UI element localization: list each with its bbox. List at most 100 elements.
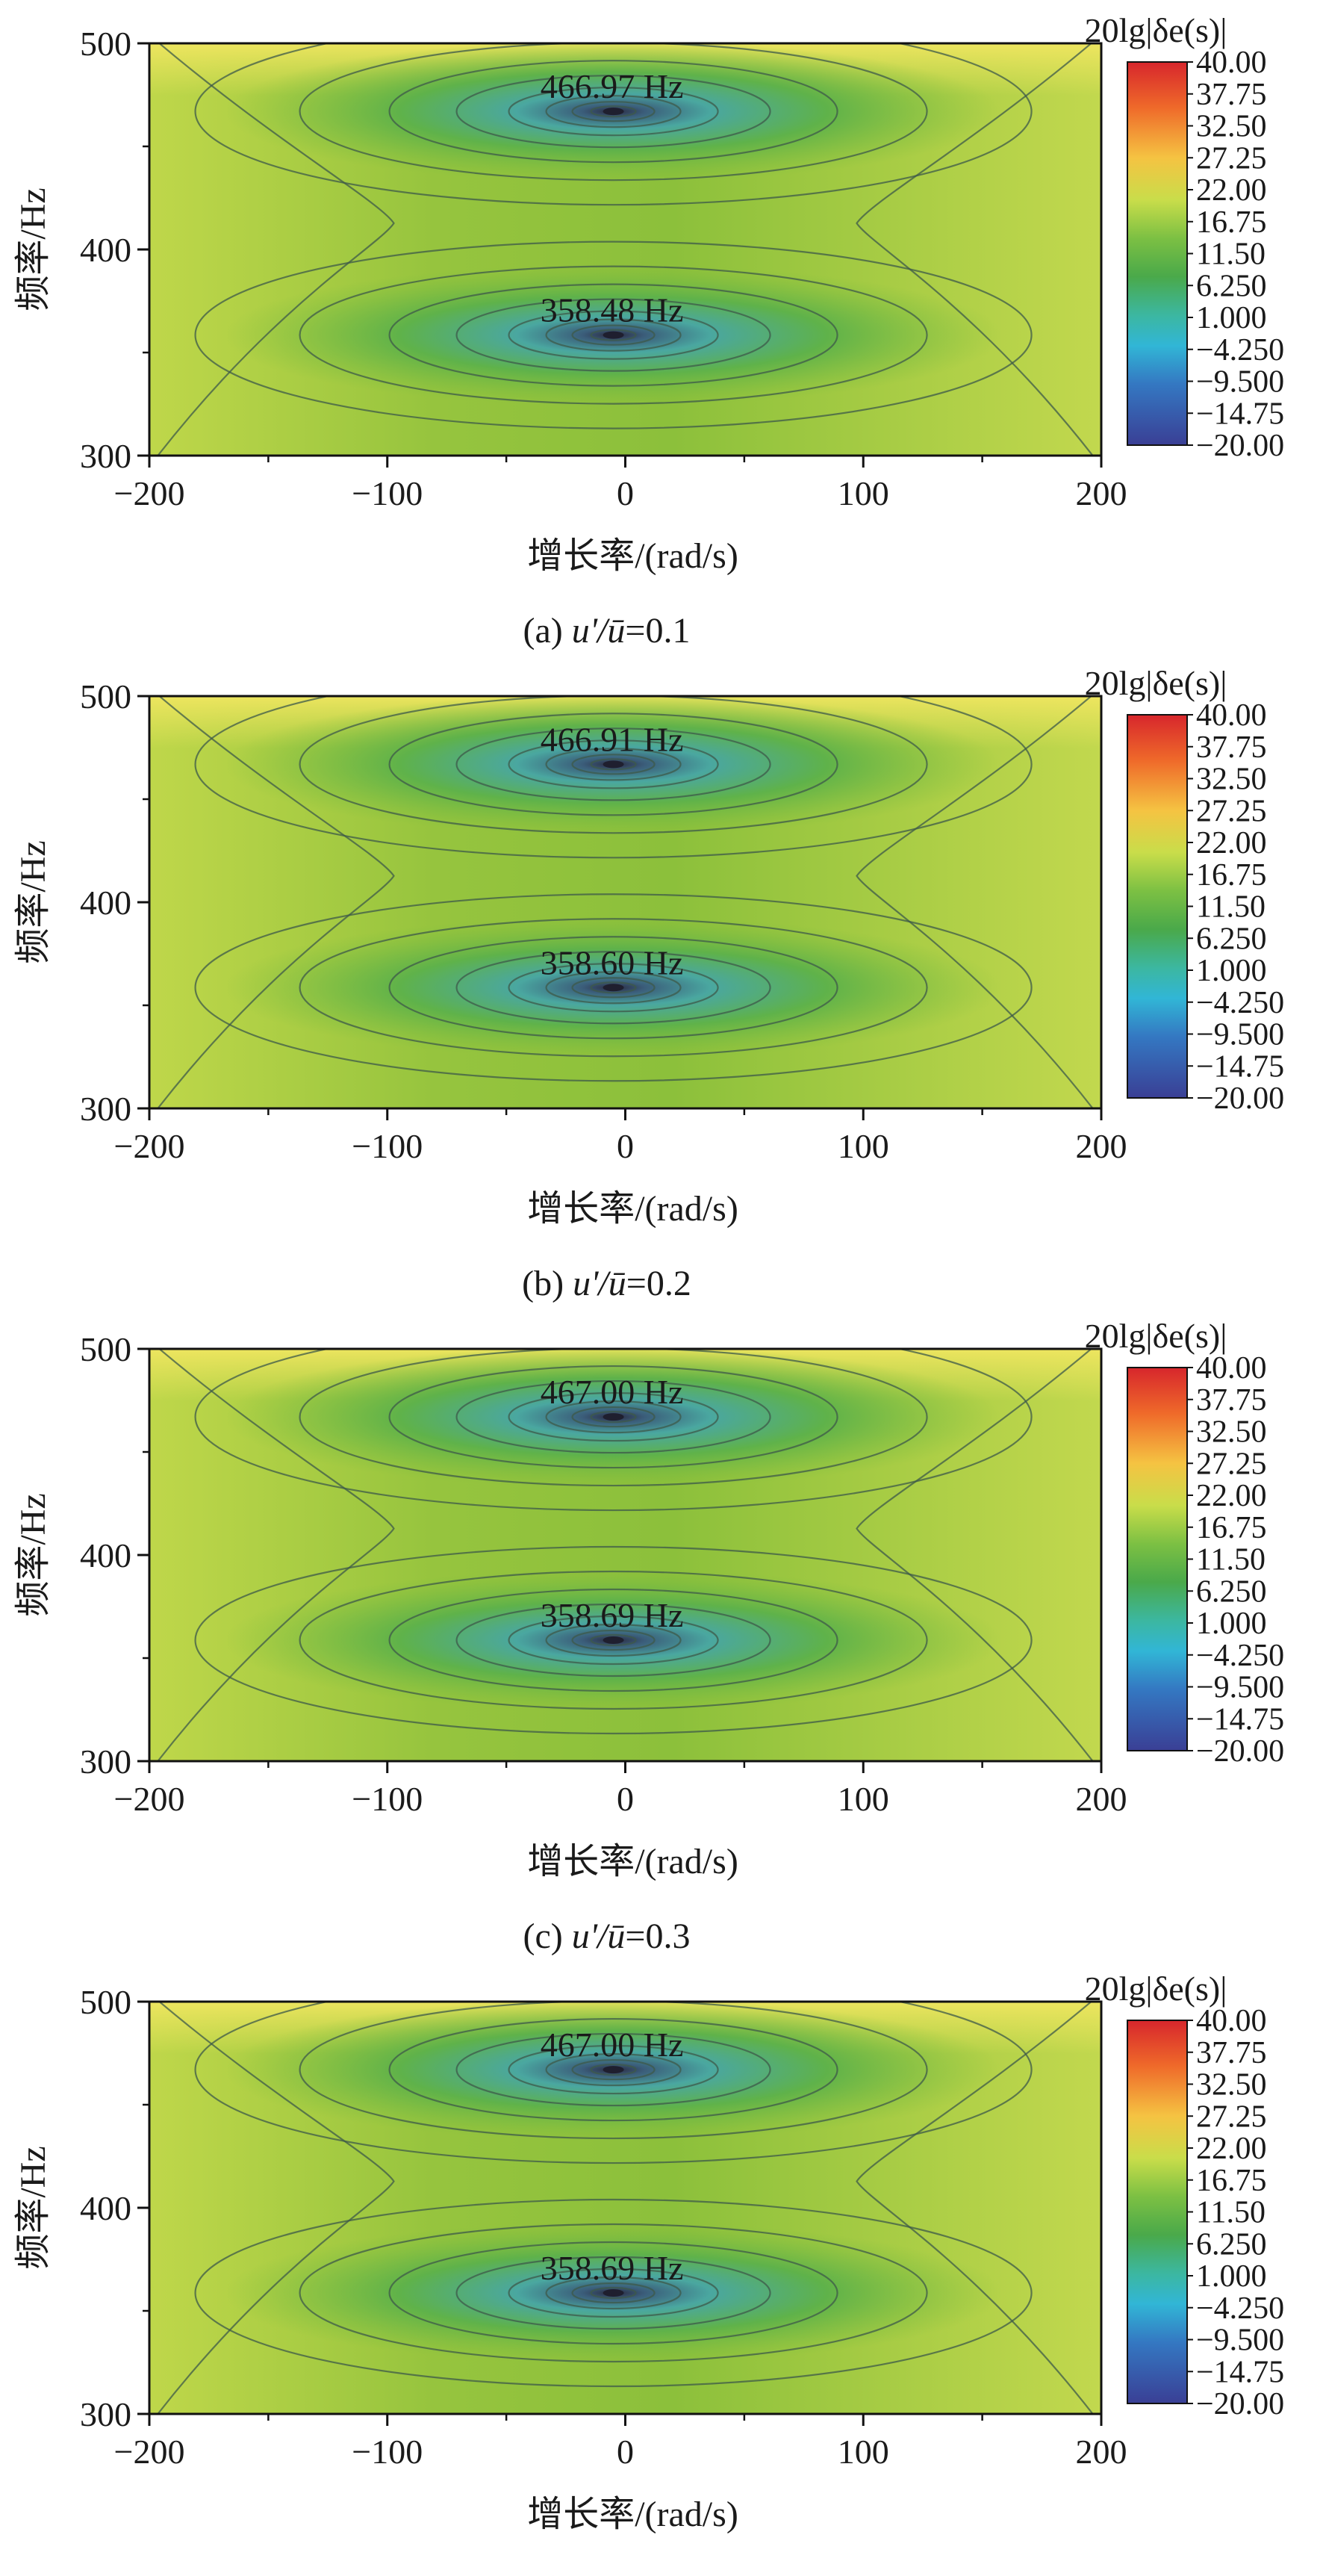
contour-line bbox=[388, 60, 838, 164]
y-axis-label: 频率/Hz bbox=[13, 2146, 53, 2269]
panel-caption: (c) u'/ū=0.3 bbox=[523, 1917, 691, 1956]
peak-label-1: 467.00 Hz bbox=[541, 2026, 684, 2064]
chart-panel-c: 467.00 Hz 358.69 Hz −200 −100 0 100 200 500 400 3… bbox=[13, 1317, 1284, 1956]
colorbar-tick-label: 11.50 bbox=[1196, 238, 1266, 272]
colorbar-tick-label: 37.75 bbox=[1196, 730, 1267, 765]
contour-line bbox=[194, 43, 1033, 206]
colorbar-tick-label: 6.250 bbox=[1196, 269, 1267, 303]
contour-line bbox=[299, 43, 928, 181]
x-tick-label: 100 bbox=[838, 1780, 889, 1818]
heatmap-area bbox=[149, 2002, 1101, 2414]
contour-line bbox=[194, 2198, 1033, 2388]
contour-line bbox=[545, 2276, 682, 2310]
colorbar-tick-label: 11.50 bbox=[1196, 890, 1266, 925]
x-tick-label: −100 bbox=[352, 1127, 423, 1165]
peak-label-1: 466.97 Hz bbox=[541, 67, 684, 105]
contour-line bbox=[194, 696, 1033, 859]
colorbar-tick-label: −9.500 bbox=[1196, 365, 1284, 400]
y-tick-label: 400 bbox=[80, 1536, 131, 1574]
contour-line bbox=[508, 87, 719, 137]
contour-line bbox=[590, 2063, 637, 2076]
heatmap-area bbox=[149, 696, 1101, 1108]
x-tick-label: 0 bbox=[617, 1780, 634, 1818]
caption-variable: u'/ū bbox=[573, 1264, 626, 1303]
contour-line bbox=[455, 951, 771, 1025]
contour-line bbox=[388, 713, 838, 816]
colorbar bbox=[1127, 2020, 1188, 2404]
colorbar-tick-label: 27.25 bbox=[1196, 794, 1267, 828]
peak-mark-1 bbox=[603, 1413, 624, 1421]
y-tick-label: 500 bbox=[80, 1330, 131, 1368]
colorbar-tick-label: −14.75 bbox=[1196, 397, 1284, 431]
contour-line bbox=[157, 43, 395, 456]
heatmap-area bbox=[149, 1349, 1101, 1761]
colorbar-tick-label: 40.00 bbox=[1196, 46, 1267, 80]
colorbar-tick-label: 6.250 bbox=[1196, 1574, 1267, 1609]
contour-line bbox=[545, 748, 682, 781]
peak-mark-2 bbox=[603, 331, 624, 339]
contour-line bbox=[545, 1400, 682, 1434]
contour-line bbox=[157, 1349, 395, 1761]
colorbar-tick-label: 37.75 bbox=[1196, 78, 1267, 112]
contour-line bbox=[590, 1410, 637, 1424]
contour-line bbox=[299, 1349, 928, 1487]
colorbar-tick-label: −20.00 bbox=[1196, 429, 1284, 463]
colorbar-tick-label: 37.75 bbox=[1196, 1383, 1267, 1418]
caption-prefix: (d) bbox=[522, 2569, 573, 2576]
contour-line bbox=[455, 298, 771, 372]
y-axis-label: 频率/Hz bbox=[13, 840, 53, 963]
contour-line bbox=[388, 936, 838, 1040]
contour-line bbox=[508, 2044, 719, 2095]
contour-line bbox=[194, 1545, 1033, 1735]
contour-line bbox=[455, 1379, 771, 1454]
panel-caption: (a) u'/ū=0.1 bbox=[523, 611, 691, 651]
contour-line bbox=[388, 2017, 838, 2122]
colorbar-tick-label: −4.250 bbox=[1196, 986, 1284, 1020]
colorbar-tick-label: 27.25 bbox=[1196, 2099, 1267, 2134]
contour-line bbox=[590, 1633, 637, 1647]
x-axis-label: 增长率/(rad/s) bbox=[527, 1189, 738, 1229]
x-tick-label: 0 bbox=[617, 1127, 634, 1165]
peak-label-1: 467.00 Hz bbox=[541, 1373, 684, 1411]
peak-label-2: 358.69 Hz bbox=[541, 2249, 684, 2287]
x-tick-label: 200 bbox=[1076, 2433, 1127, 2471]
x-tick-label: 100 bbox=[838, 474, 889, 512]
y-tick-label: 500 bbox=[80, 1983, 131, 2021]
heatmap-area bbox=[149, 43, 1101, 456]
chart-panel-a: 466.97 Hz 358.48 Hz −200 −100 0 100 200 500 400 3… bbox=[13, 11, 1284, 651]
contour-line bbox=[571, 2058, 656, 2081]
colorbar-tick-label: −14.75 bbox=[1196, 1049, 1284, 1084]
peak-mark-2 bbox=[603, 984, 624, 992]
contour-line bbox=[590, 105, 637, 118]
contour-line bbox=[299, 1570, 928, 1710]
colorbar-tick-label: 16.75 bbox=[1196, 2164, 1267, 2198]
contour-line bbox=[194, 240, 1033, 429]
y-tick-label: 300 bbox=[80, 437, 131, 475]
colorbar bbox=[1127, 61, 1188, 446]
y-tick-label: 500 bbox=[80, 25, 131, 63]
caption-variable: u'/ū bbox=[572, 1917, 626, 1956]
colorbar-tick-label: 32.50 bbox=[1196, 2068, 1267, 2102]
colorbar bbox=[1127, 1367, 1188, 1751]
colorbar-tick-label: 40.00 bbox=[1196, 1351, 1267, 1385]
contour-line bbox=[571, 1406, 656, 1428]
colorbar-title: 20lg|δe(s)| bbox=[1085, 11, 1227, 49]
contour-line bbox=[455, 75, 771, 149]
contour-line bbox=[299, 918, 928, 1058]
colorbar-tick-label: 16.75 bbox=[1196, 205, 1267, 240]
contour-line bbox=[508, 1615, 719, 1666]
contour-line bbox=[571, 324, 656, 346]
y-tick-label: 500 bbox=[80, 677, 131, 716]
x-tick-label: 0 bbox=[617, 474, 634, 512]
peak-mark-1 bbox=[603, 760, 624, 769]
y-tick-label: 400 bbox=[80, 884, 131, 922]
contour-line bbox=[455, 1603, 771, 1677]
contour-line bbox=[545, 971, 682, 1005]
y-axis-label: 频率/Hz bbox=[13, 187, 53, 311]
colorbar-tick-label: 16.75 bbox=[1196, 858, 1267, 893]
colorbar-tick-label: 22.00 bbox=[1196, 1479, 1267, 1513]
contour-line bbox=[299, 696, 928, 834]
colorbar-tick-label: −9.500 bbox=[1196, 1018, 1284, 1052]
caption-prefix: (c) bbox=[523, 1917, 572, 1956]
colorbar-tick-label: 16.75 bbox=[1196, 1511, 1267, 1545]
